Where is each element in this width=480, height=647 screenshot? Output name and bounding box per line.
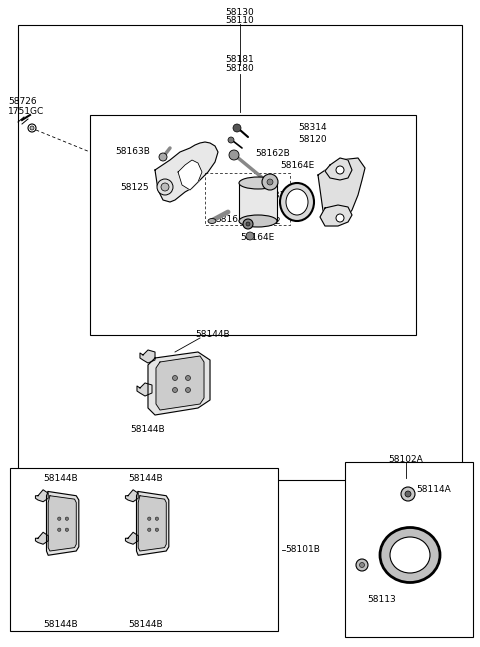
- Ellipse shape: [280, 183, 314, 221]
- Text: 58113: 58113: [367, 595, 396, 604]
- Bar: [18, 25, 462, 480]
- Text: 58114A: 58114A: [278, 199, 313, 208]
- Circle shape: [246, 222, 250, 226]
- Circle shape: [267, 179, 273, 185]
- Polygon shape: [137, 383, 152, 396]
- Polygon shape: [36, 532, 48, 544]
- Ellipse shape: [380, 527, 440, 582]
- Polygon shape: [125, 490, 138, 501]
- Circle shape: [233, 124, 241, 132]
- Circle shape: [159, 153, 167, 161]
- Text: 58114A: 58114A: [416, 485, 451, 494]
- Polygon shape: [140, 350, 155, 363]
- Bar: [10, 468, 278, 631]
- Text: 58144B: 58144B: [128, 620, 163, 629]
- Circle shape: [30, 126, 34, 130]
- Text: 58164E: 58164E: [280, 160, 314, 170]
- Ellipse shape: [208, 219, 216, 223]
- Ellipse shape: [239, 215, 277, 227]
- Text: 58144B: 58144B: [43, 620, 78, 629]
- Text: 58101B: 58101B: [285, 545, 320, 554]
- Circle shape: [172, 388, 178, 393]
- Circle shape: [228, 137, 234, 143]
- Circle shape: [147, 517, 151, 520]
- Bar: [90, 115, 416, 335]
- Text: 58125: 58125: [120, 182, 149, 192]
- Circle shape: [155, 517, 158, 520]
- Circle shape: [161, 183, 169, 191]
- Polygon shape: [155, 142, 218, 202]
- Bar: [239, 183, 277, 221]
- Text: 58181: 58181: [226, 55, 254, 64]
- Text: 58144B: 58144B: [130, 425, 165, 434]
- Ellipse shape: [239, 177, 277, 189]
- Text: 58110: 58110: [226, 16, 254, 25]
- Circle shape: [243, 219, 253, 229]
- Circle shape: [65, 517, 69, 520]
- Circle shape: [185, 388, 191, 393]
- Circle shape: [246, 232, 254, 240]
- Polygon shape: [47, 492, 79, 555]
- Polygon shape: [148, 352, 210, 415]
- Circle shape: [229, 150, 239, 160]
- Circle shape: [401, 487, 415, 501]
- Circle shape: [65, 528, 69, 531]
- Polygon shape: [318, 158, 365, 225]
- Circle shape: [356, 559, 368, 571]
- Text: 58726: 58726: [8, 97, 36, 106]
- Polygon shape: [178, 160, 202, 190]
- Text: 1751GC: 1751GC: [8, 107, 44, 116]
- Text: 58113: 58113: [268, 190, 297, 199]
- Text: 58112: 58112: [252, 217, 281, 226]
- Circle shape: [185, 375, 191, 380]
- Circle shape: [172, 375, 178, 380]
- Polygon shape: [48, 496, 76, 551]
- Text: 58164E: 58164E: [240, 234, 274, 243]
- Circle shape: [336, 166, 344, 174]
- Text: 58120: 58120: [298, 135, 326, 144]
- Circle shape: [147, 528, 151, 531]
- Circle shape: [157, 179, 173, 195]
- Text: 58314: 58314: [298, 124, 326, 133]
- Text: 58144B: 58144B: [195, 330, 229, 339]
- Polygon shape: [36, 490, 48, 501]
- Circle shape: [336, 214, 344, 222]
- Text: 58144B: 58144B: [128, 474, 163, 483]
- Polygon shape: [136, 492, 169, 555]
- Polygon shape: [325, 158, 352, 180]
- Circle shape: [58, 528, 61, 531]
- Text: 58162B: 58162B: [255, 149, 290, 159]
- Text: 58180: 58180: [226, 64, 254, 73]
- Circle shape: [58, 517, 61, 520]
- Text: 58161B: 58161B: [215, 215, 250, 225]
- Ellipse shape: [390, 537, 430, 573]
- Text: 58144B: 58144B: [43, 474, 78, 483]
- Polygon shape: [138, 496, 166, 551]
- Polygon shape: [125, 532, 138, 544]
- Polygon shape: [156, 356, 204, 410]
- Text: 58130: 58130: [226, 8, 254, 17]
- Text: 58102A: 58102A: [389, 455, 423, 464]
- Circle shape: [405, 491, 411, 497]
- Circle shape: [262, 174, 278, 190]
- Polygon shape: [320, 205, 352, 226]
- Ellipse shape: [286, 189, 308, 215]
- Bar: [345, 462, 473, 637]
- Circle shape: [360, 562, 364, 567]
- Text: 58163B: 58163B: [115, 148, 150, 157]
- Circle shape: [155, 528, 158, 531]
